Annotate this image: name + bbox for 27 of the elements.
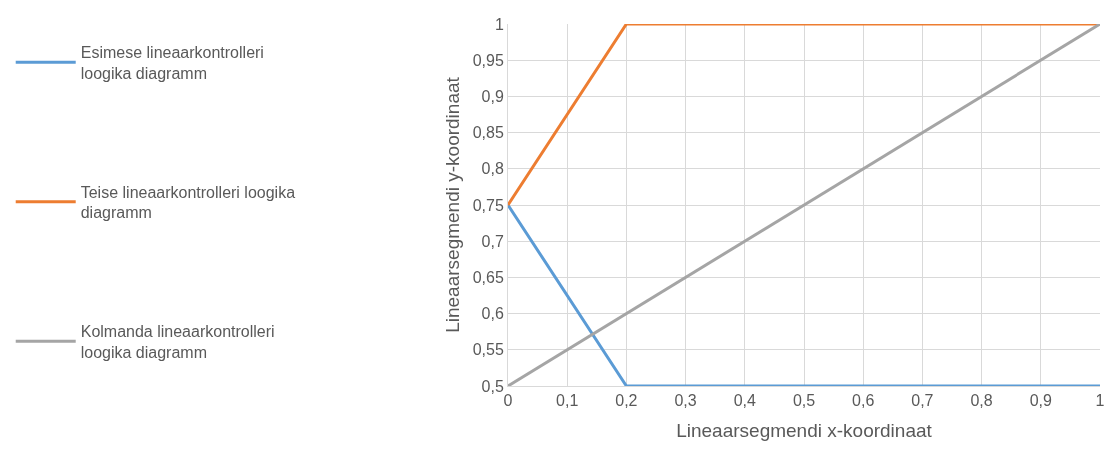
legend-label: Teise lineaarkontrolleri loogika diagramm [80, 183, 296, 222]
y-tick-label: 0,85 [472, 124, 504, 142]
y-tick-label: 0,6 [481, 305, 504, 323]
x-tick-label: 0,1 [556, 392, 579, 410]
x-tick-label: 0,9 [1029, 392, 1053, 410]
x-tick-label: 0,6 [852, 392, 875, 410]
x-tick-label: 0,8 [970, 392, 993, 410]
y-tick-label: 0,8 [481, 160, 504, 178]
x-tick-label: 0,7 [911, 392, 934, 410]
y-tick-label: 0,7 [481, 232, 504, 250]
x-tick-label: 0,5 [792, 392, 816, 410]
x-tick-label: 0,2 [615, 392, 638, 410]
legend-label: Kolmanda lineaarkontrolleri loogika diagramm [80, 323, 275, 361]
y-axis-title: Lineaarsegmendi y-koordinaat [441, 76, 463, 333]
x-tick-label: 1 [1095, 392, 1105, 410]
x-tick-label: 0,4 [733, 392, 757, 410]
y-tick-label: 0,65 [472, 269, 504, 286]
y-tick-label: 0,75 [472, 196, 504, 214]
y-tick-label: 0,9 [481, 88, 504, 105]
y-tick-label: 0,55 [472, 341, 504, 359]
y-tick-label: 0,5 [481, 377, 504, 395]
y-tick-label: 0,95 [472, 51, 504, 69]
legend-label: Esimese lineaarkontrolleri loogika diagramm [80, 44, 264, 82]
x-axis-title: Lineaarsegmendi x-koordinaat [676, 420, 933, 441]
x-tick-label: 0 [503, 392, 513, 410]
x-tick-label: 0,3 [674, 392, 697, 410]
y-tick-label: 1 [494, 15, 504, 33]
